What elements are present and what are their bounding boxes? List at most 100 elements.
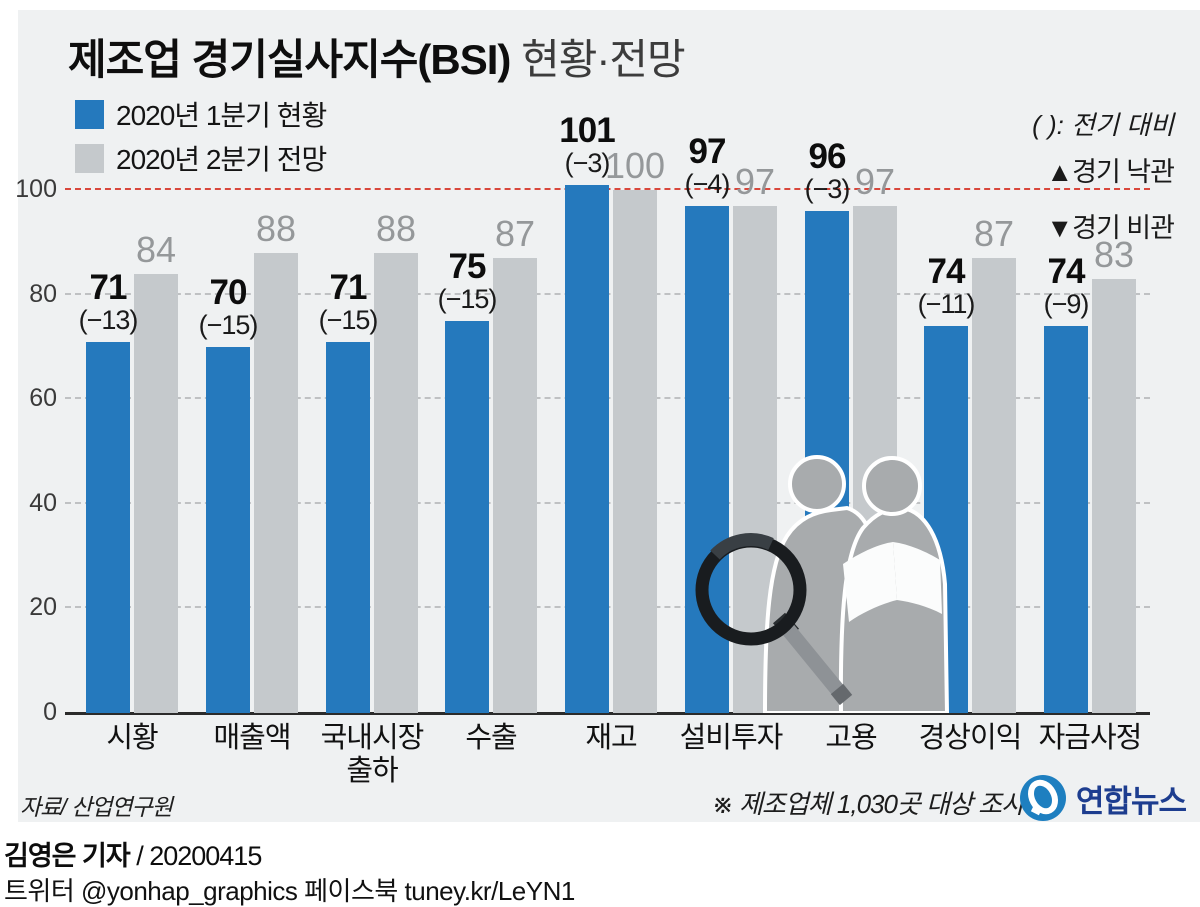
category-axis: 시황 매출액 국내시장 출하 수출 재고 설비투자 고용 경상이익 자금사정 [65,722,1150,792]
bar-current [445,320,489,713]
value-forecast: 100 [604,145,666,186]
current-value-label: 97 (−4) [659,134,755,198]
category-label: 설비투자 [679,722,784,754]
bar-forecast [853,205,897,713]
bar-group: 101 (−3) 100 [559,113,665,713]
value-current: 97 [688,131,727,171]
bar-current [206,346,250,713]
value-change: (−15) [437,283,498,314]
source-note: 자료/ 산업연구원 [20,794,173,820]
bar-forecast [493,258,537,713]
bar-group: 97 (−4) 97 [685,134,777,713]
value-current: 70 [209,272,248,312]
bar-forecast [374,252,418,713]
legend-swatch-gray [75,143,104,173]
value-forecast: 97 [734,160,776,202]
legend-label: 2020년 2분기 전망 [116,144,327,175]
value-forecast: 87 [973,213,1015,254]
value-forecast: 87 [494,213,536,254]
category-label: 고용 [825,722,877,754]
value-change: (−11) [917,288,976,319]
value-current: 71 [329,267,368,307]
bar-forecast [134,273,178,713]
current-value-label: 75 (−15) [419,249,515,313]
y-tick-40: 40 [29,488,57,517]
value-forecast: 97 [854,160,896,202]
current-value-label: 101 (−3) [539,113,635,177]
bar-group: 96 (−3) 97 [805,139,897,713]
bar-forecast [613,190,657,713]
social-links: 트위터 @yonhap_graphics 페이스북 tuney.kr/LeYN1 [4,876,575,906]
bar-group: 74 (−11) 87 [918,190,1016,713]
category-label: 경상이익 [918,722,1023,754]
y-tick-60: 60 [29,384,57,413]
y-tick-80: 80 [29,279,57,308]
current-value-label: 74 (−9) [1018,254,1114,318]
value-change: (−13) [78,304,139,335]
value-current: 74 [1047,251,1086,291]
parenthesis-note: ( ): 전기 대비 [1032,110,1174,140]
bar-current [685,205,729,713]
bar-group: 75 (−15) 87 [438,190,537,713]
title-bold: 제조업 경기실사지수(BSI) [68,36,511,83]
pessimism-note: ▼경기 비관 [1046,213,1175,243]
current-value-label: 71 (−15) [300,270,396,334]
bar-group: 71 (−15) 88 [319,190,418,713]
legend-swatch-blue [75,99,104,129]
value-forecast: 88 [375,207,417,249]
bar-current [924,325,968,713]
bar-group: 70 (−15) 88 [199,190,298,713]
legend: 2020년 1분기 현황 2020년 2분기 전망 [75,98,327,186]
value-change: (−4) [684,168,731,199]
value-current: 75 [448,246,487,286]
current-value-label: 70 (−15) [180,275,276,339]
value-forecast: 88 [255,207,297,249]
bar-forecast [733,205,777,713]
category-label: 시황 [106,722,158,754]
current-value-label: 74 (−11) [898,254,994,318]
chart-panel: 제조업 경기실사지수(BSI) 현황·전망 2020년 1분기 현황 2020년… [15,10,1200,823]
value-current: 74 [927,251,966,291]
legend-item-forecast: 2020년 2분기 전망 [75,142,327,175]
bar-current [805,210,849,713]
byline: 김영은 기자 / 20200415 [4,834,262,873]
y-tick-100: 100 [15,175,57,203]
bar-group: 71 (−13) 84 [79,190,178,713]
value-change: (−15) [198,309,259,340]
byline-author: 김영은 기자 [4,841,131,871]
value-current: 101 [559,110,615,150]
category-label: 수출 [465,722,517,754]
legend-label: 2020년 1분기 현황 [116,100,327,131]
value-change: (−3) [804,173,851,204]
plot-area: 0 20 40 60 80 100 71 (−13) 84 70 (−15) 88 71 (−15) 88 7… [15,113,1150,726]
bar-forecast [254,252,298,713]
legend-item-current: 2020년 1분기 현황 [75,98,327,131]
category-label: 재고 [585,722,637,754]
category-label: 국내시장 출하 [320,722,425,788]
y-tick-20: 20 [29,593,57,622]
bar-forecast [1092,278,1136,713]
current-value-label: 71 (−13) [60,270,156,334]
survey-footnote: ※ 제조업체 1,030곳 대상 조사 [711,789,1025,819]
value-forecast: 83 [1093,233,1135,275]
bar-current [326,341,370,713]
value-change: (−3) [564,147,611,178]
current-value-label: 96 (−3) [779,139,875,203]
category-label: 매출액 [213,722,291,754]
yonhap-logo-icon [1019,775,1066,821]
yonhap-logo: 연합뉴스 [1018,773,1187,823]
value-change: (−15) [318,304,379,335]
page-title: 제조업 경기실사지수(BSI) 현황·전망 [68,26,686,87]
bar-forecast [972,258,1016,713]
byline-date: / 20200415 [129,841,262,871]
x-axis-line [65,712,1150,715]
category-label: 자금사정 [1038,722,1143,754]
bar-current [565,184,609,713]
value-change: (−9) [1043,288,1090,319]
bar-current [1044,325,1088,713]
bar-current [86,341,130,713]
yonhap-logo-text: 연합뉴스 [1075,783,1187,819]
value-forecast: 84 [135,228,177,270]
optimism-note: ▲경기 낙관 [1046,157,1175,187]
